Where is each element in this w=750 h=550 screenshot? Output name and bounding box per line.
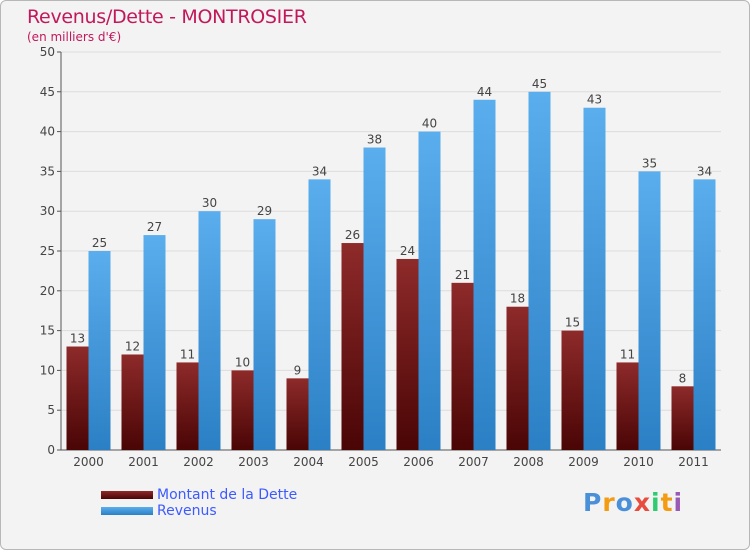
y-tick-label: 40 xyxy=(40,125,55,139)
data-label-debt: 10 xyxy=(235,355,250,369)
data-label-debt: 24 xyxy=(400,244,415,258)
bar-debt xyxy=(671,386,694,450)
data-label-debt: 8 xyxy=(679,371,687,385)
data-label-revenue: 27 xyxy=(147,220,162,234)
bars xyxy=(66,91,716,451)
legend: Montant de la Dette Revenus xyxy=(101,487,297,519)
y-tick-label: 45 xyxy=(40,85,55,99)
bar-revenue xyxy=(143,235,166,450)
grid-lines xyxy=(61,51,721,451)
legend-label-revenue: Revenus xyxy=(157,503,217,519)
y-tick-label: 5 xyxy=(47,403,55,417)
data-label-revenue: 45 xyxy=(532,77,547,91)
chart-subtitle: (en milliers d'€) xyxy=(27,30,122,44)
bar-debt xyxy=(616,362,639,450)
bar-revenue xyxy=(638,171,661,450)
bar-revenue xyxy=(308,179,331,451)
logo-letter: x xyxy=(633,488,651,517)
bar-revenue xyxy=(88,251,111,450)
data-label-revenue: 25 xyxy=(92,236,107,250)
legend-label-debt: Montant de la Dette xyxy=(157,487,298,503)
data-label-revenue: 30 xyxy=(202,196,217,210)
data-label-debt: 13 xyxy=(70,332,85,346)
x-tick-label: 2011 xyxy=(678,455,709,469)
data-label-revenue: 29 xyxy=(257,204,272,218)
y-tick-label: 25 xyxy=(40,244,55,258)
data-label-debt: 11 xyxy=(620,347,635,361)
proxiti-logo: Proxiti xyxy=(583,488,683,517)
y-tick-label: 50 xyxy=(40,45,55,59)
x-tick-label: 2001 xyxy=(128,455,159,469)
data-label-revenue: 34 xyxy=(697,164,712,178)
x-tick-label: 2010 xyxy=(623,455,654,469)
bar-debt xyxy=(506,306,529,450)
data-label-revenue: 40 xyxy=(422,117,437,131)
bar-revenue xyxy=(693,179,716,451)
bar-debt xyxy=(561,330,584,450)
y-tick-label: 15 xyxy=(40,324,55,338)
x-tick-label: 2002 xyxy=(183,455,214,469)
axes: 0 5 10 15 20 25 30 35 40 45 50 2000 2001 2002 2003 2004… xyxy=(40,45,721,469)
data-label-revenue: 44 xyxy=(477,85,492,99)
data-label-revenue: 43 xyxy=(587,93,602,107)
x-tick-label: 2006 xyxy=(403,455,434,469)
bar-debt xyxy=(286,378,309,450)
y-tick-label: 0 xyxy=(47,443,55,457)
y-tick-label: 20 xyxy=(40,284,55,298)
x-tick-label: 2008 xyxy=(513,455,544,469)
x-tick-label: 2005 xyxy=(348,455,379,469)
data-label-debt: 21 xyxy=(455,268,470,282)
data-label-debt: 11 xyxy=(180,347,195,361)
legend-item-revenue: Revenus xyxy=(101,503,297,519)
data-labels: 13 12 11 10 9 26 24 21 18 15 11 8 25 27 30 29 34 38 40 44 45… xyxy=(70,77,712,386)
legend-swatch-revenue xyxy=(101,507,153,515)
data-label-revenue: 38 xyxy=(367,133,382,147)
logo-letter: i xyxy=(673,488,684,517)
bar-debt xyxy=(231,370,254,450)
bar-revenue xyxy=(363,147,386,450)
bar-debt xyxy=(341,243,364,450)
bar-revenue xyxy=(198,211,221,450)
data-label-revenue: 34 xyxy=(312,164,327,178)
x-tick-label: 2004 xyxy=(293,455,324,469)
data-label-debt: 26 xyxy=(345,228,360,242)
logo-letter: P xyxy=(583,488,603,517)
bar-debt xyxy=(396,258,419,450)
data-label-debt: 12 xyxy=(125,339,140,353)
data-label-debt: 15 xyxy=(565,316,580,330)
bar-revenue xyxy=(418,131,441,450)
x-tick-label: 2009 xyxy=(568,455,599,469)
bar-revenue xyxy=(473,99,496,450)
data-label-debt: 9 xyxy=(294,363,302,377)
logo-letter: t xyxy=(660,488,674,517)
legend-item-debt: Montant de la Dette xyxy=(101,487,297,503)
bar-revenue xyxy=(528,91,551,451)
bar-revenue xyxy=(253,219,276,450)
x-tick-label: 2000 xyxy=(73,455,104,469)
x-tick-label: 2007 xyxy=(458,455,489,469)
logo-letter: o xyxy=(615,488,634,517)
legend-swatch-debt xyxy=(101,491,153,499)
bar-debt xyxy=(121,354,144,450)
bar-debt xyxy=(66,346,89,450)
y-tick-label: 30 xyxy=(40,204,55,218)
chart-title: Revenus/Dette - MONTROSIER xyxy=(27,6,307,28)
y-tick-label: 10 xyxy=(40,363,55,377)
logo-letter: r xyxy=(602,488,616,517)
bar-debt xyxy=(451,282,474,450)
bar-debt xyxy=(176,362,199,450)
logo-letter: i xyxy=(651,488,661,517)
x-tick-label: 2003 xyxy=(238,455,269,469)
data-label-revenue: 35 xyxy=(642,156,657,170)
data-label-debt: 18 xyxy=(510,292,525,306)
bar-revenue xyxy=(583,107,606,450)
y-tick-label: 35 xyxy=(40,164,55,178)
